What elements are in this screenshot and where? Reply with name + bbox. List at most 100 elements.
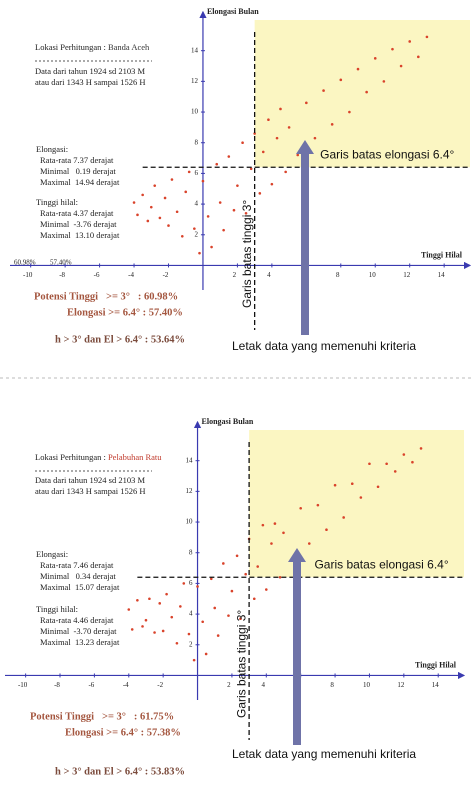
summary: h > 3° dan El > 6.4° : 53.64% [55,334,185,345]
data-point [192,658,196,662]
x-tick-label: -10 [23,271,33,279]
y-tick-label: 4 [189,610,193,618]
data-point [170,615,174,619]
data-point [313,136,317,140]
data-point [391,47,394,51]
x-axis-label: Tinggi Hilal [421,250,463,259]
data-point [184,190,188,194]
data-point [235,554,239,558]
location-label: Lokasi Perhitungan : [35,452,108,462]
data-point [210,245,213,249]
x-tick-label: 4 [267,271,271,279]
data-point [296,153,300,157]
data-point [149,205,153,209]
y-tick-label: 2 [194,230,198,238]
data-point [206,215,210,218]
data-point [218,201,222,204]
altitude-stat: Maximal 13.23 derajat [40,637,120,647]
elongation-stat: Rata-rata 7.37 derajat [40,155,114,165]
data-point [127,608,131,611]
data-point [175,641,179,645]
x-tick-label: 14 [432,681,440,689]
criteria-region [249,430,464,578]
x-tick-label: 8 [336,271,340,279]
data-point [158,216,162,220]
data-point [227,614,230,617]
data-point [261,523,265,527]
data-point [270,542,273,545]
location-label: Lokasi Perhitungan : [35,42,108,52]
y-tick-label: 2 [189,640,193,648]
data-point [282,531,285,535]
x-tick-label: -4 [128,271,134,279]
data-point [153,184,157,187]
altitude-stat: Tinggi hilal: [36,604,78,614]
y-tick-label: 14 [186,456,194,464]
arrow-label: Letak data yang memenuhi kriteria [232,747,416,761]
data-point [130,628,134,631]
elongation-stat: Maximal 15.07 derajat [40,582,120,592]
data-point [163,196,167,200]
x-tick-label: 12 [397,681,405,689]
data-point [411,460,414,464]
location-name: Pelabuhan Ratu [108,452,162,462]
data-point [252,597,256,601]
data-point [144,618,148,622]
data-point [175,210,179,214]
x-tick-label: 2 [233,271,237,279]
data-point [373,57,377,60]
data-point [425,35,429,39]
data-point [270,182,274,186]
data-point [141,193,144,197]
data-point [393,470,397,473]
y-axis-label: Elongasi Bulan [207,7,259,16]
data-point [146,219,150,223]
x-tick-label: 4 [262,681,266,689]
y-axis-label: Elongasi Bulan [202,417,254,426]
data-point [376,485,380,489]
x-tick-label: -2 [157,681,163,689]
data-point [273,522,277,525]
x-tick-label: -4 [123,681,129,689]
data-point [284,170,287,174]
data-point [339,78,343,82]
data-point [265,588,268,591]
data-point [258,192,262,195]
arrow-head [296,140,314,154]
arrow-shaft [301,152,309,335]
y-tick-label: 4 [194,200,198,208]
data-point [261,150,265,154]
side-label: 57.40% [50,259,72,267]
altitude-stat: Rata-rata 4.46 derajat [40,615,114,625]
elongation-stat: Maximal 14.94 derajat [40,177,120,187]
data-point [385,462,388,466]
altitude-stat: Tinggi hilal: [36,197,78,207]
reference-label: Garis batas elongasi 6.4° [320,147,454,161]
altitude-stat: Maximal 13.10 derajat [40,230,120,240]
y-tick-label: 10 [186,518,194,526]
data-point [241,141,244,145]
y-tick-label: 12 [191,77,199,85]
data-point [158,602,162,605]
data-point [256,565,260,568]
criteria-region [254,20,470,168]
arrow-label: Letak data yang memenuhi kriteria [232,339,416,353]
arrow-shaft [293,560,301,745]
summary: Potensi Tinggi >= 3° : 60.98% [34,291,178,302]
data-point [201,620,204,624]
altitude-stat: Rata-rata 4.37 derajat [40,208,114,218]
data-point [417,55,420,59]
data-point [198,251,201,255]
data-point [136,213,139,217]
data-point [196,585,199,588]
data-point [204,652,208,656]
altitude-stat: Minimal -3.70 derajat [40,626,117,636]
x-tick-label: -8 [59,271,65,279]
summary: Potensi Tinggi >= 3° : 61.75% [30,711,174,722]
data-point [165,592,168,596]
data-point [359,496,363,499]
summary: Elongasi >= 6.4° : 57.40% [67,307,183,318]
x-tick-label: 14 [438,271,446,279]
data-point [350,482,354,485]
